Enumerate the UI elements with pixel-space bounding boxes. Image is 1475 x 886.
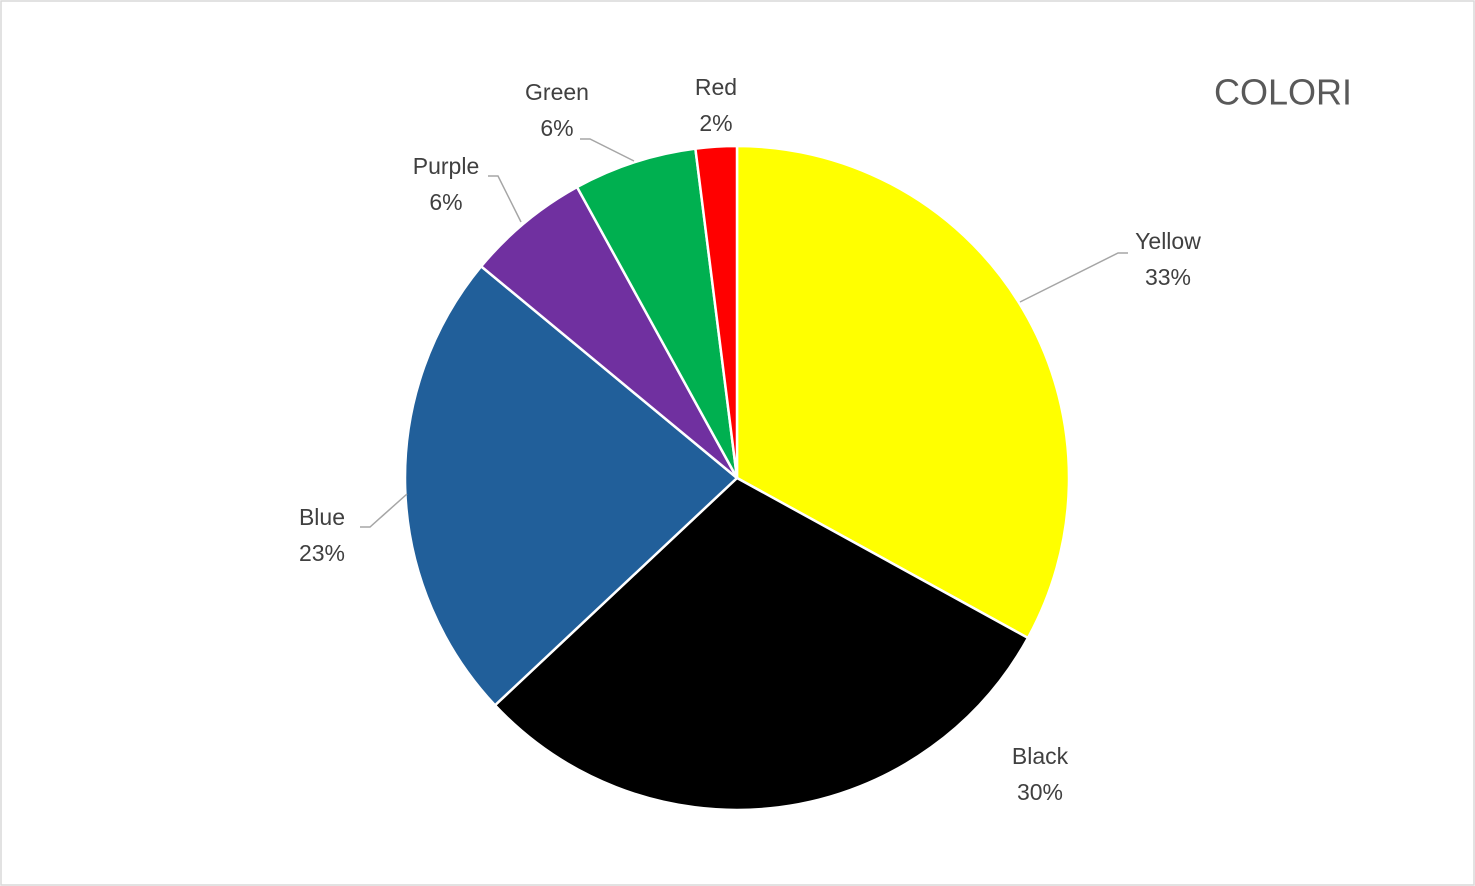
pie-slice [693, 144, 739, 479]
leader-line [488, 175, 522, 223]
leader-line [360, 493, 408, 528]
pie-slice [493, 476, 1030, 812]
leader-line [1019, 252, 1128, 303]
category-label: Blue [299, 504, 345, 530]
category-label: Purple [413, 153, 479, 179]
category-label: Green [525, 79, 589, 105]
pie-slice [575, 147, 739, 479]
value-label: 33% [1145, 264, 1191, 290]
value-label: 23% [299, 540, 345, 566]
pie-slice [479, 185, 739, 479]
category-label: Black [1012, 743, 1069, 769]
category-label: Red [695, 74, 737, 100]
value-label: 6% [429, 189, 462, 215]
chart-title: COLORI [1214, 72, 1352, 113]
pie-slice [403, 264, 739, 708]
category-label: Yellow [1135, 228, 1201, 254]
value-label: 6% [540, 115, 573, 141]
value-label: 2% [699, 110, 732, 136]
value-label: 30% [1017, 779, 1063, 805]
pie-slice [735, 144, 1071, 640]
leader-line [580, 138, 635, 162]
